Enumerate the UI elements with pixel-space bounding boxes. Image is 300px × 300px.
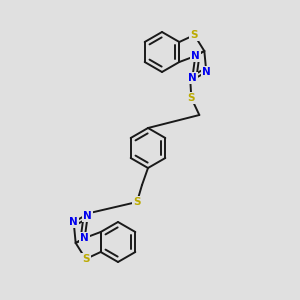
Text: S: S [82,254,89,264]
Text: N: N [80,233,89,243]
Text: N: N [202,67,211,77]
Text: N: N [69,217,78,227]
Text: S: S [190,30,198,40]
Text: N: N [191,51,200,61]
Text: S: S [188,93,195,103]
Text: S: S [133,197,141,207]
Text: N: N [83,211,92,221]
Text: N: N [188,73,197,83]
